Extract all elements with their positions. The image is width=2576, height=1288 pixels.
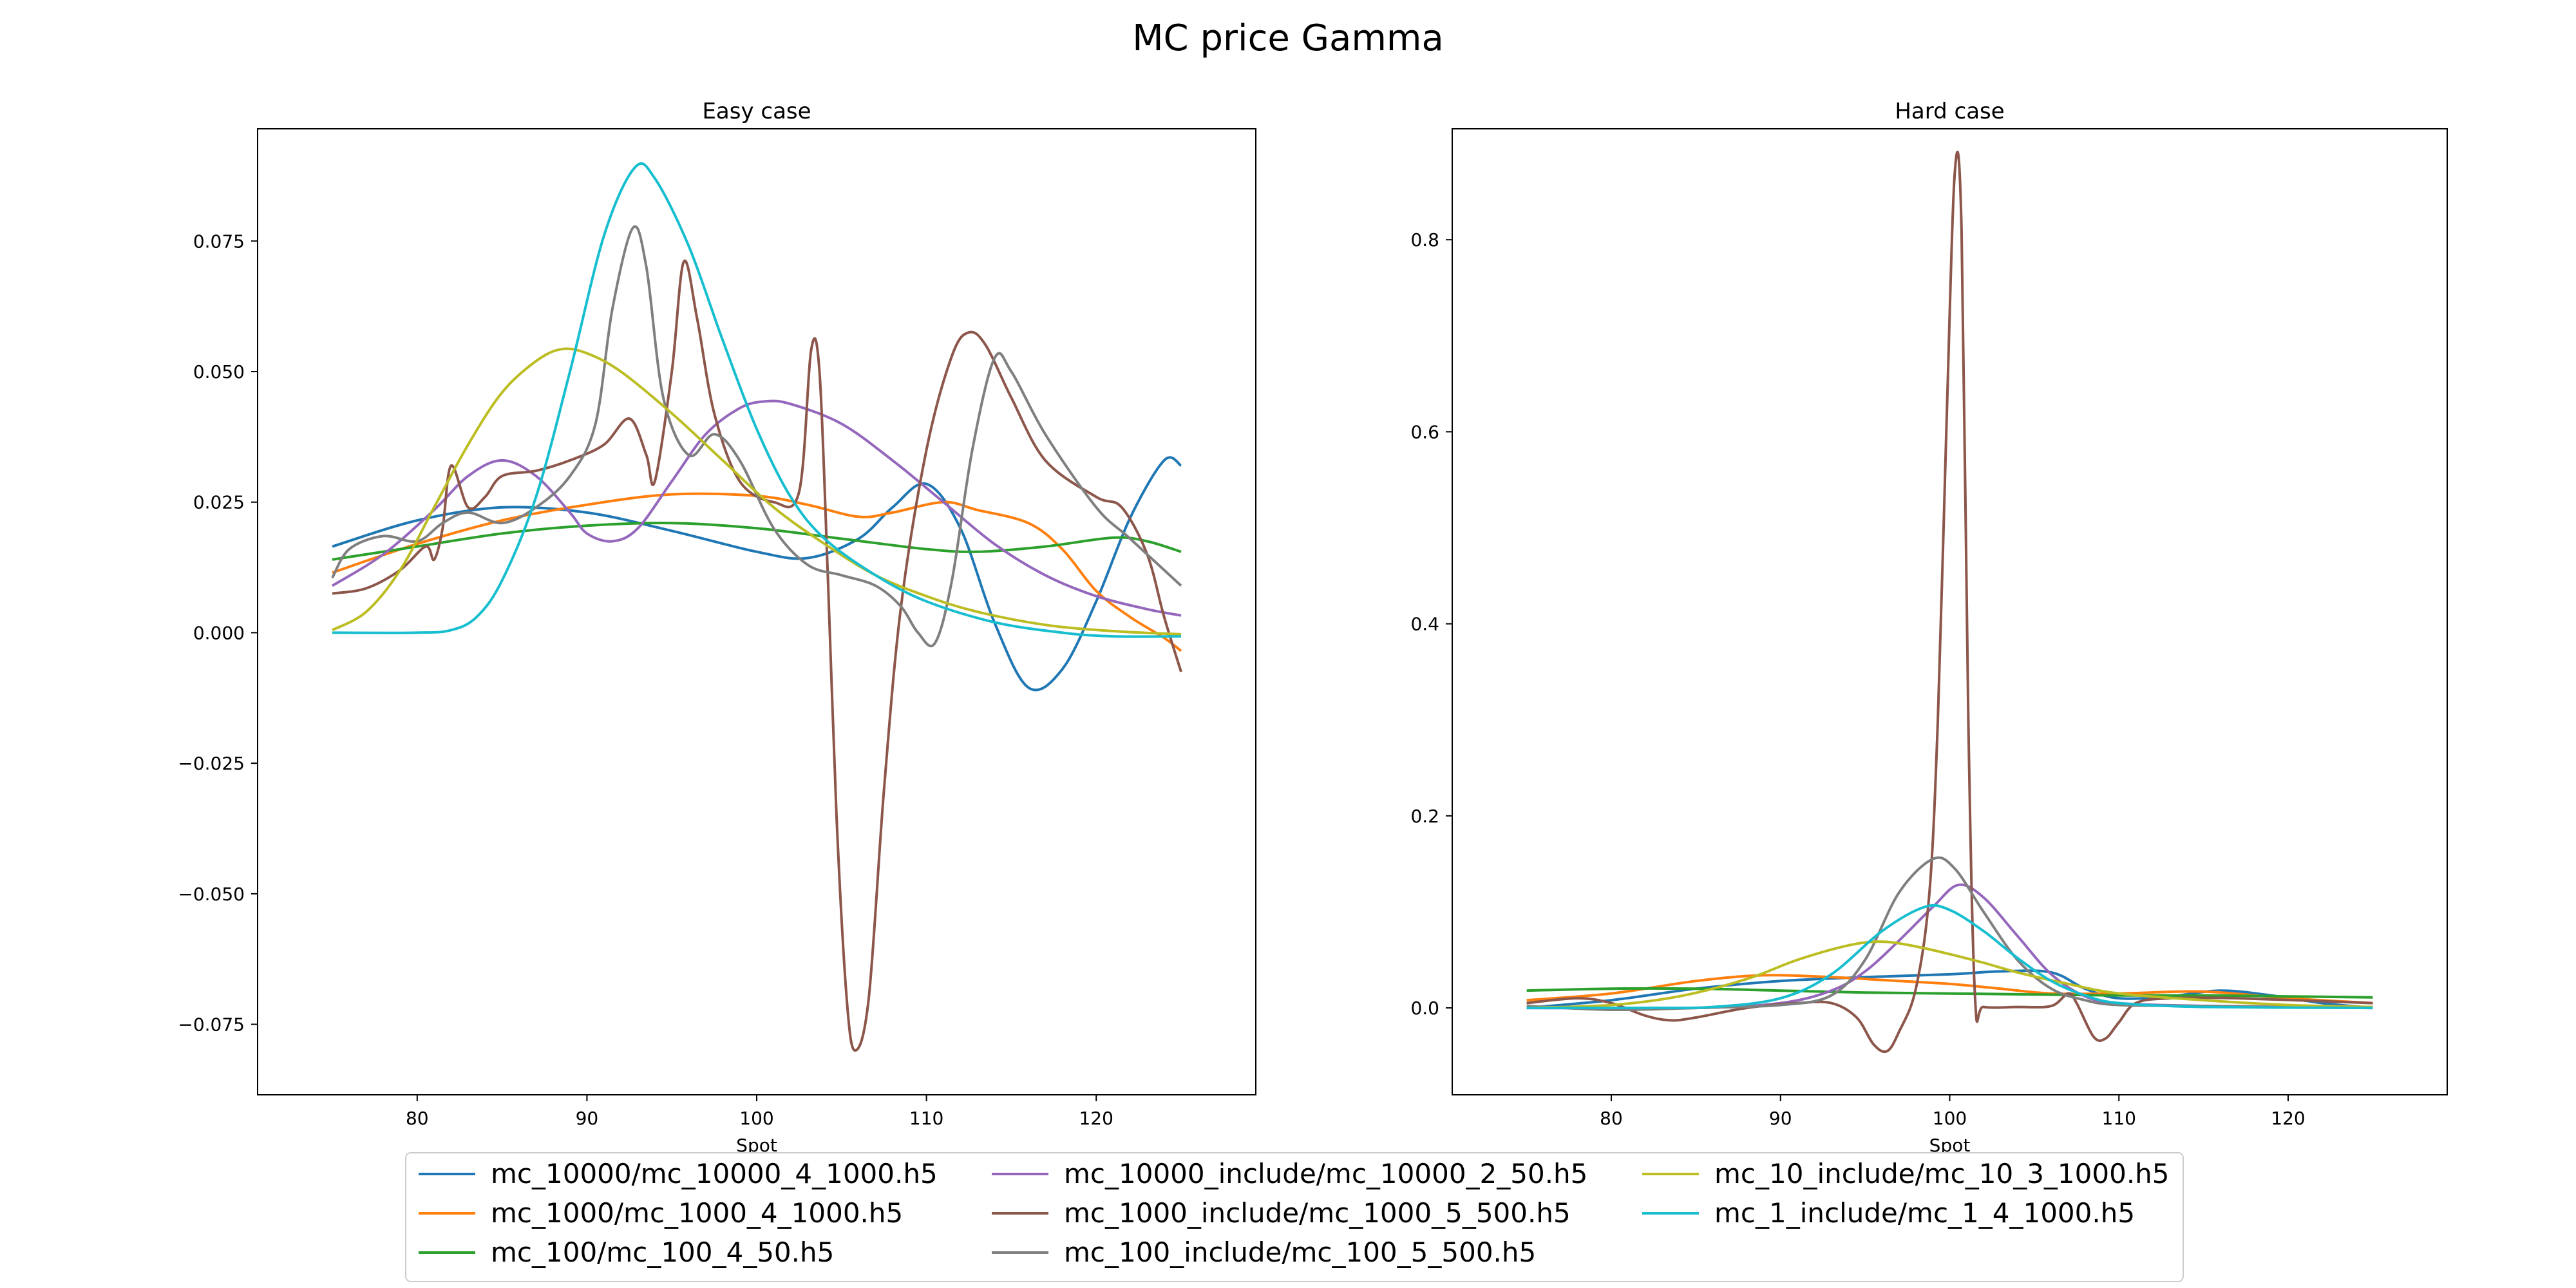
x-tick-label: 90 xyxy=(576,1108,599,1129)
axes-frame xyxy=(257,128,1256,1095)
y-tick-label: 0.000 xyxy=(193,622,245,643)
legend-entry-label: mc_10000_include/mc_10000_2_50.h5 xyxy=(1064,1158,1587,1189)
legend-entry-label: mc_1_include/mc_1_4_1000.h5 xyxy=(1714,1197,2135,1229)
series-line-7 xyxy=(332,347,1182,636)
series-line-3 xyxy=(1526,987,2373,999)
legend-entry-label: mc_1000_include/mc_1000_5_500.h5 xyxy=(1064,1197,1571,1229)
y-tick-label: −0.075 xyxy=(178,1014,245,1036)
legend-entry-label: mc_10_include/mc_10_3_1000.h5 xyxy=(1714,1158,2170,1189)
x-tick-label: 100 xyxy=(739,1108,773,1129)
series-line-4 xyxy=(331,399,1182,617)
panel-title: Hard case xyxy=(1895,99,2004,124)
legend: mc_10000/mc_10000_4_1000.h5 mc_1000/mc_10… xyxy=(405,1152,2184,1282)
panel-title: Easy case xyxy=(702,99,811,124)
y-tick-label: 0.8 xyxy=(1410,229,1439,251)
x-tick-label: 110 xyxy=(2102,1108,2136,1129)
x-tick-label: 120 xyxy=(2271,1108,2305,1129)
series-line-5 xyxy=(332,259,1182,1052)
series-line-5 xyxy=(1526,151,2373,1054)
x-tick-label: 100 xyxy=(1933,1108,1967,1129)
x-tick-label: 80 xyxy=(406,1108,429,1129)
y-tick-label: −0.050 xyxy=(178,884,245,905)
y-tick-label: −0.025 xyxy=(178,753,245,774)
easy-case-panel: 80 90 100 110 120 −0.075 −0.050 −0.025 0.000 0.02… xyxy=(178,99,1256,1156)
x-tick-label: 90 xyxy=(1769,1108,1792,1129)
figure-title: MC price Gamma xyxy=(1132,17,1444,59)
series-line-7 xyxy=(1526,940,2373,1010)
series-line-3 xyxy=(332,522,1182,561)
series-line-2 xyxy=(1526,974,2373,1005)
legend-entry-label: mc_100_include/mc_100_5_500.h5 xyxy=(1064,1236,1536,1268)
y-tick-label: 0.6 xyxy=(1410,421,1439,442)
x-tick-label: 110 xyxy=(909,1108,943,1129)
legend-box xyxy=(405,1152,2184,1282)
series-line-4 xyxy=(1526,883,2373,1010)
series-line-8 xyxy=(332,162,1182,638)
x-tick-label: 120 xyxy=(1079,1108,1113,1129)
series-line-1 xyxy=(332,456,1182,692)
y-tick-label: 0.050 xyxy=(193,361,245,383)
x-tick-label: 80 xyxy=(1600,1108,1623,1129)
legend-entry-label: mc_1000/mc_1000_4_1000.h5 xyxy=(491,1197,903,1229)
y-tick-label: 0.0 xyxy=(1410,998,1439,1019)
series-line-6 xyxy=(331,225,1182,648)
series-line-8 xyxy=(1526,904,2373,1010)
y-tick-label: 0.025 xyxy=(193,492,245,513)
y-tick-label: 0.075 xyxy=(193,231,245,252)
legend-entry-label: mc_100/mc_100_4_50.h5 xyxy=(491,1236,834,1268)
y-tick-label: 0.2 xyxy=(1410,806,1439,827)
y-tick-label: 0.4 xyxy=(1410,614,1439,635)
legend-entry-label: mc_10000/mc_10000_4_1000.h5 xyxy=(491,1158,938,1189)
